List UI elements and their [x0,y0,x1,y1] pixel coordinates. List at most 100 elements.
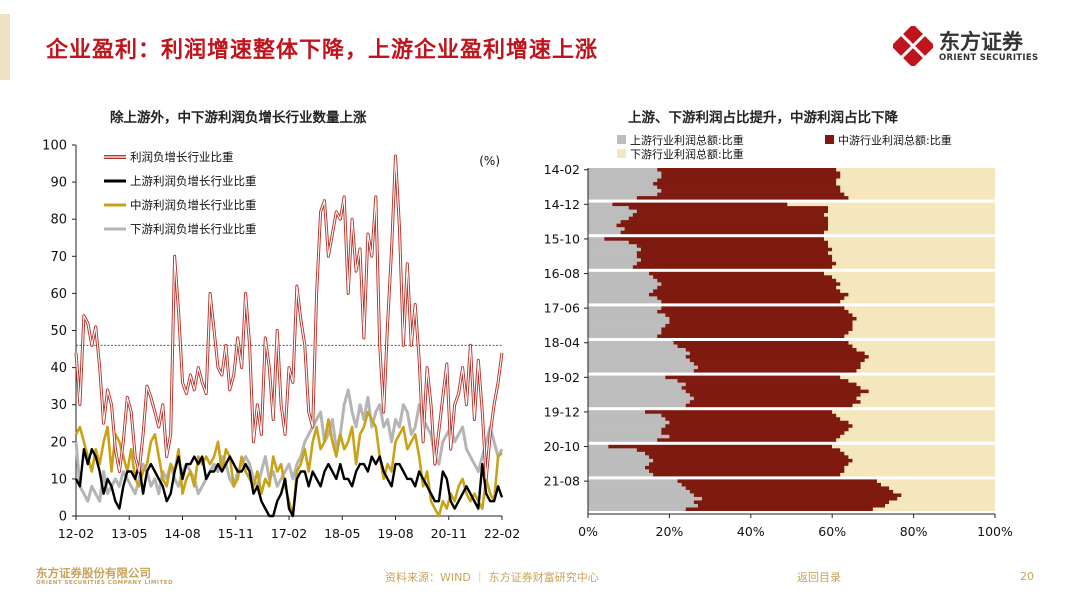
bar-upstream [588,306,662,311]
bar-midstream [636,251,829,256]
line-chart: 0 10 20 30 40 50 60 70 80 90 100 12-02 13-05 14-08 15-… [42,139,520,542]
bar-midstream [628,216,829,221]
bar-upstream [588,216,629,221]
bar-upstream [588,296,658,301]
bar-upstream [588,465,645,470]
bar-downstream [840,189,995,193]
bar-midstream [636,254,833,259]
bar-upstream [588,424,666,429]
bar-downstream [824,237,995,242]
bar-downstream [844,431,995,436]
bar-downstream [856,396,995,401]
bar-midstream [636,209,829,214]
right-chart-title: 上游、下游利润占比提升，中游利润占比下降 [628,110,898,126]
bar-upstream [588,230,621,235]
bar-upstream [588,396,694,401]
bar-midstream [661,299,841,304]
bar-downstream [832,258,995,263]
bar-downstream [848,196,995,200]
group-separator [588,199,995,203]
legend-label: 中游利润负增长行业比重 [130,198,257,212]
bar-upstream [588,209,637,214]
bar-upstream [588,351,690,356]
bar-upstream [588,479,678,484]
bar-upstream [588,444,609,449]
company-logo: 东方证券 ORIENT SECURITIES [893,24,1043,68]
bar-midstream [649,455,849,460]
bar-midstream [665,417,841,422]
bar-midstream [657,168,837,172]
bar-midstream [645,465,845,470]
bar-midstream [653,182,837,186]
bar-midstream [697,503,886,508]
bar-downstream [860,362,995,366]
bar-upstream [588,389,686,394]
group-separator [588,476,995,480]
bar-upstream [588,369,694,373]
bar-upstream [588,400,690,404]
bar-upstream [588,403,686,408]
bar-upstream [588,309,658,314]
legend-label: 中游行业利润总额:比重 [838,133,952,147]
bar-midstream [673,341,849,345]
x-tick-label: 13-05 [111,526,147,541]
x-tick-label: 14-08 [164,526,200,541]
bar-downstream [844,465,995,470]
y-tick-label: 50 [50,324,67,339]
bar-downstream [860,393,995,397]
bar-upstream [588,393,690,397]
bar-midstream [636,244,829,249]
bar-midstream [661,413,837,418]
bar-upstream [588,185,658,190]
bar-midstream [628,206,829,210]
y-tick-label: 17-06 [544,301,580,316]
legend-label: 下游利润负增长行业比重 [130,222,257,236]
y-tick-label: 10 [50,472,67,487]
bar-midstream [689,358,865,363]
bar-midstream [616,223,829,228]
bar-upstream [588,469,649,474]
bar-upstream [588,278,658,283]
bar-downstream [832,265,995,270]
bar-midstream [669,434,841,439]
bar-midstream [649,271,824,276]
unit-label: (%) [479,154,500,168]
bar-downstream [840,282,995,287]
bar-upstream [588,285,658,290]
bar-midstream [612,202,788,207]
bar-downstream [864,351,995,356]
bar-midstream [624,227,829,231]
x-tick-label: 12-02 [58,526,94,541]
bar-upstream [588,417,666,422]
footer-company-en: ORIENT SECURITIES COMPANY LIMITED [36,580,174,586]
bar-midstream [689,400,861,404]
bar-downstream [877,479,995,484]
bar-midstream [657,278,837,283]
y-tick-label: 80 [50,213,67,228]
back-to-contents-link[interactable]: 返回目录 [797,571,841,584]
bar-upstream [588,382,686,387]
bar-downstream [840,417,995,422]
bar-upstream [588,171,662,176]
bar-upstream [588,448,637,453]
bar-downstream [852,320,995,325]
x-tick-label: 20-11 [431,526,467,541]
bar-upstream [588,237,605,242]
bar-midstream [620,220,829,224]
bar-upstream [588,462,649,467]
bar-upstream [588,427,662,432]
bar-downstream [852,403,995,408]
bar-downstream [881,482,995,487]
bar-midstream [636,448,841,453]
bar-upstream [588,202,613,207]
bar-upstream [588,265,633,270]
bar-midstream [685,507,873,512]
group-separator [588,303,995,307]
bar-upstream [588,292,649,297]
bar-midstream [661,327,853,332]
bar-midstream [689,393,861,397]
bar-midstream [669,420,849,425]
bar-midstream [632,265,833,270]
bar-downstream [824,230,995,235]
bar-midstream [657,192,845,197]
